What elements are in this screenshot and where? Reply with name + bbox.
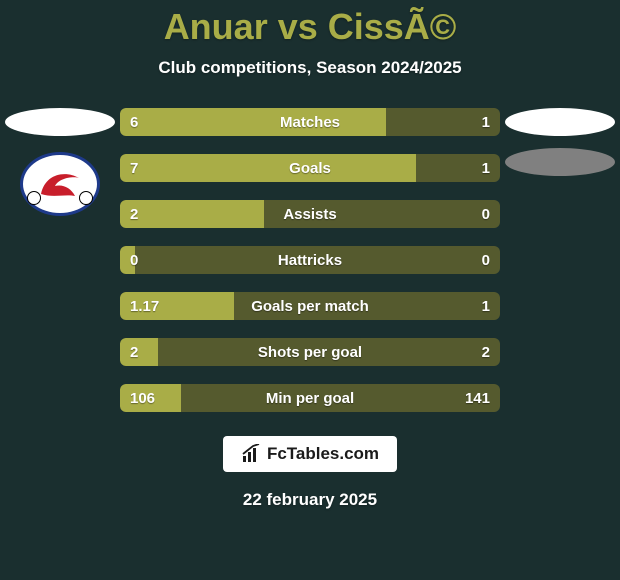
left-side-column [0,108,120,220]
stat-bar: 0Hattricks0 [120,246,500,274]
stat-bar: 2Shots per goal2 [120,338,500,366]
stat-label: Goals per match [120,298,500,315]
logo-text: FcTables.com [267,444,379,464]
stat-label: Shots per goal [120,344,500,361]
stat-bar: 106Min per goal141 [120,384,500,412]
stat-label: Hattricks [120,252,500,269]
club-badge [15,148,105,220]
subtitle: Club competitions, Season 2024/2025 [158,58,461,78]
soccer-ball-icon [27,191,41,205]
content-wrapper: Anuar vs CissÃ© Club competitions, Seaso… [0,0,620,580]
stat-label: Min per goal [120,390,500,407]
right-side-column [500,108,620,176]
stat-right-value: 0 [482,252,490,269]
stat-label: Matches [120,114,500,131]
team-pill [505,108,615,136]
team-pill [505,148,615,176]
stat-label: Assists [120,206,500,223]
stat-bar: 6Matches1 [120,108,500,136]
date-text: 22 february 2025 [243,490,377,510]
stat-bar: 1.17Goals per match1 [120,292,500,320]
dragon-icon [35,164,85,204]
stat-label: Goals [120,160,500,177]
team-pill [5,108,115,136]
main-row: 6Matches17Goals12Assists00Hattricks01.17… [0,108,620,412]
club-badge-inner [20,152,100,216]
stat-right-value: 1 [482,160,490,177]
stat-right-value: 1 [482,114,490,131]
stat-bar: 2Assists0 [120,200,500,228]
chart-icon [241,444,263,464]
stat-right-value: 0 [482,206,490,223]
soccer-ball-icon [79,191,93,205]
page-title: Anuar vs CissÃ© [164,6,457,48]
stat-bar: 7Goals1 [120,154,500,182]
fctables-logo[interactable]: FcTables.com [223,436,397,472]
stat-right-value: 141 [465,390,490,407]
stat-right-value: 1 [482,298,490,315]
stat-right-value: 2 [482,344,490,361]
stats-bars-column: 6Matches17Goals12Assists00Hattricks01.17… [120,108,500,412]
